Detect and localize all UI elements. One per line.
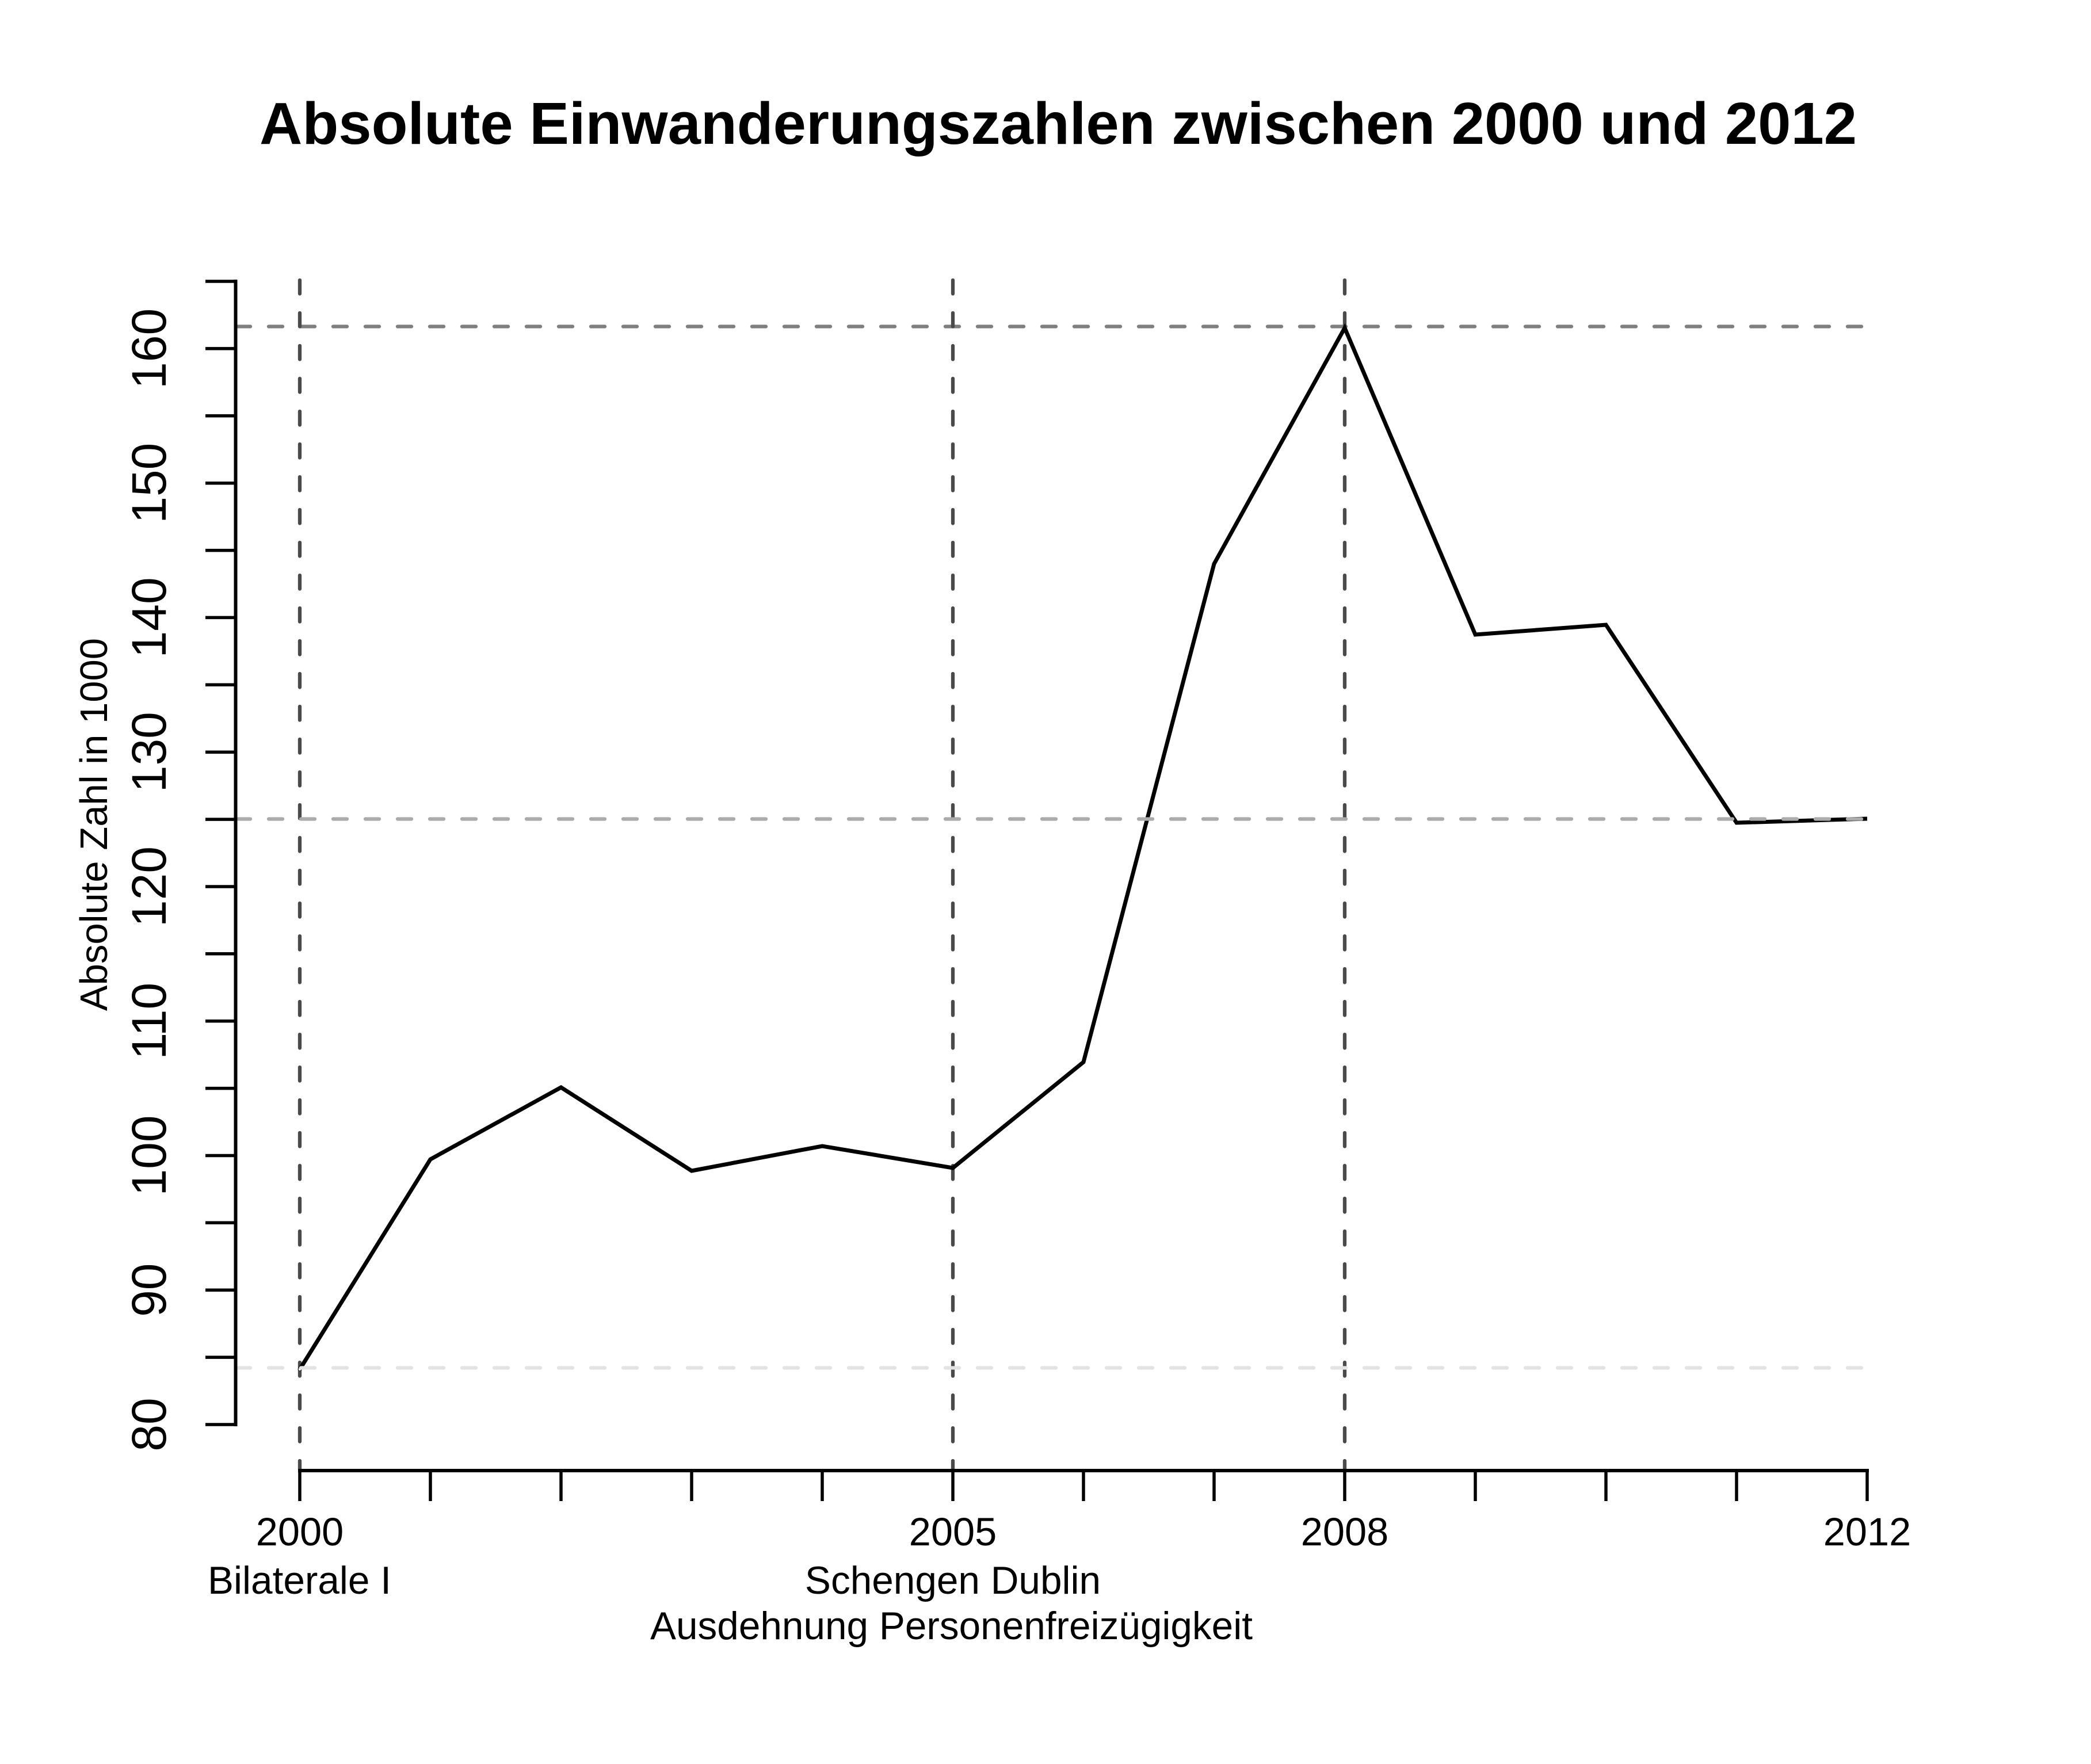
svg-text:80: 80 — [122, 1398, 176, 1451]
svg-text:Ausdehnung Personenfreizügigke: Ausdehnung Personenfreizügigkeit — [650, 1605, 1253, 1648]
svg-text:150: 150 — [122, 443, 176, 524]
svg-text:130: 130 — [122, 712, 176, 792]
svg-text:2012: 2012 — [1823, 1510, 1911, 1554]
svg-text:2005: 2005 — [909, 1510, 997, 1554]
svg-text:2000: 2000 — [256, 1510, 344, 1554]
svg-text:Bilaterale I: Bilaterale I — [208, 1559, 391, 1602]
svg-text:110: 110 — [122, 983, 176, 1060]
svg-text:90: 90 — [122, 1263, 176, 1316]
svg-text:140: 140 — [122, 577, 176, 658]
svg-text:160: 160 — [122, 308, 176, 389]
svg-text:Absolute Einwanderungszahlen z: Absolute Einwanderungszahlen zwischen 20… — [260, 90, 1857, 156]
svg-text:100: 100 — [122, 1115, 176, 1196]
svg-text:120: 120 — [122, 846, 176, 927]
svg-text:Absolute Zahl in 1000: Absolute Zahl in 1000 — [73, 638, 116, 1011]
svg-text:Schengen Dublin: Schengen Dublin — [805, 1559, 1101, 1602]
svg-text:2008: 2008 — [1301, 1510, 1388, 1554]
